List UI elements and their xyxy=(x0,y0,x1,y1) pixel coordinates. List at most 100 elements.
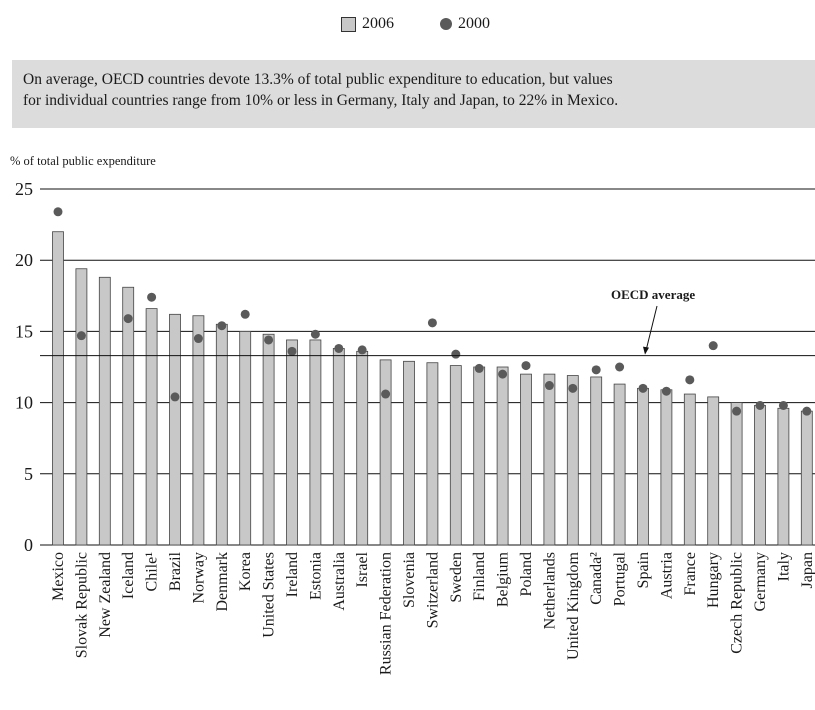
dot-brazil xyxy=(170,392,180,402)
x-label-denmark: Denmark xyxy=(214,552,231,612)
bar-hungary xyxy=(707,396,720,546)
bar-belgium xyxy=(496,366,509,546)
dot-netherlands xyxy=(544,381,554,391)
bar-finland xyxy=(473,366,486,546)
dot-sweden xyxy=(451,349,461,359)
dot-italy xyxy=(778,400,788,410)
bar-netherlands xyxy=(543,373,556,546)
bar-slovenia xyxy=(403,360,415,546)
dot-norway xyxy=(193,334,203,344)
x-label-portugal: Portugal xyxy=(612,551,629,606)
dot-united-states xyxy=(264,335,274,345)
x-label-spain: Spain xyxy=(635,552,652,588)
x-label-poland: Poland xyxy=(518,552,535,596)
bar-canada xyxy=(590,376,603,546)
x-label-germany: Germany xyxy=(752,552,769,612)
x-label-slovak-republic: Slovak Republic xyxy=(73,552,90,658)
dot-russian-federation xyxy=(381,389,391,399)
dot-iceland xyxy=(123,314,133,324)
dot-portugal xyxy=(615,362,625,372)
dot-korea xyxy=(240,309,250,319)
x-label-norway: Norway xyxy=(190,552,207,604)
bar-spain xyxy=(637,387,649,546)
bar-italy xyxy=(777,407,790,546)
dots-2000 xyxy=(53,207,812,416)
dot-finland xyxy=(474,363,484,373)
legend-label-2006: 2006 xyxy=(362,15,394,32)
dot-germany xyxy=(755,400,765,410)
x-label-brazil: Brazil xyxy=(167,551,184,591)
x-label-new-zealand: New Zealand xyxy=(97,552,114,638)
oecd-average-pointer xyxy=(645,305,658,351)
x-label-slovenia: Slovenia xyxy=(401,552,418,608)
bar-poland xyxy=(520,373,532,546)
summary-note-line-1: On average, OECD countries devote 13.3% … xyxy=(23,71,613,88)
dot-switzerland xyxy=(427,318,437,328)
x-label-mexico: Mexico xyxy=(50,552,67,601)
bar-brazil xyxy=(169,313,181,546)
dot-belgium xyxy=(498,369,508,379)
x-label-chile: Chile¹ xyxy=(144,552,161,592)
y-axis-label: % of total public expenditure xyxy=(10,154,156,168)
y-tick-5: 5 xyxy=(24,464,33,484)
oecd-average-arrowhead xyxy=(643,346,649,355)
x-label-israel: Israel xyxy=(354,551,371,587)
bar-austria xyxy=(660,389,673,546)
bar-denmark xyxy=(215,323,228,546)
bar-chile xyxy=(145,308,158,546)
dot-israel xyxy=(357,345,367,355)
x-label-estonia: Estonia xyxy=(307,552,324,600)
dot-mexico xyxy=(53,207,63,217)
bar-iceland xyxy=(122,286,135,546)
oecd-average-label: OECD average xyxy=(611,287,695,302)
x-label-belgium: Belgium xyxy=(495,551,512,607)
x-label-ireland: Ireland xyxy=(284,552,301,597)
dot-japan xyxy=(802,406,812,416)
bar-portugal xyxy=(613,383,626,546)
x-label-italy: Italy xyxy=(775,552,792,581)
y-tick-10: 10 xyxy=(15,393,33,413)
x-label-netherlands: Netherlands xyxy=(541,552,558,629)
x-label-united-states: United States xyxy=(261,552,278,638)
y-tick-15: 15 xyxy=(15,321,33,341)
bar-ireland xyxy=(286,339,298,546)
legend-item-2006: 2006 xyxy=(341,15,394,33)
x-label-france: France xyxy=(682,552,699,596)
x-label-switzerland: Switzerland xyxy=(424,552,441,628)
dot-ireland xyxy=(287,346,297,356)
dot-france xyxy=(685,375,695,385)
dot-slovak-republic xyxy=(76,331,86,341)
bar-russian-federation xyxy=(379,359,392,546)
y-tick-0: 0 xyxy=(24,535,33,555)
bar-united-kingdom xyxy=(566,375,579,546)
summary-note: On average, OECD countries devote 13.3% … xyxy=(12,60,815,128)
bar-israel xyxy=(356,350,369,546)
bar-new-zealand xyxy=(98,276,111,546)
dot-australia xyxy=(334,343,344,353)
dot-united-kingdom xyxy=(568,383,578,393)
legend: 2006 2000 xyxy=(0,12,815,36)
dot-canada xyxy=(591,365,601,375)
bar-estonia xyxy=(309,339,322,546)
x-label-czech-republic: Czech Republic xyxy=(729,552,746,654)
dot-czech-republic xyxy=(732,406,742,416)
x-label-canada: Canada² xyxy=(588,552,605,605)
x-label-korea: Korea xyxy=(237,552,254,591)
x-label-austria: Austria xyxy=(658,552,675,599)
x-label-united-kingdom: United Kingdom xyxy=(565,551,582,660)
bar-korea xyxy=(239,330,252,546)
bar-united-states xyxy=(262,333,275,546)
y-tick-labels: 0 5 10 15 20 25 xyxy=(15,179,33,555)
y-tick-25: 25 xyxy=(15,179,33,199)
dot-hungary xyxy=(708,341,718,351)
dot-denmark xyxy=(217,321,227,331)
bar-australia xyxy=(332,348,345,546)
bar-slovak-republic xyxy=(75,268,88,546)
dot-estonia xyxy=(310,329,320,339)
x-label-russian-federation: Russian Federation xyxy=(378,552,395,675)
x-label-japan: Japan xyxy=(799,552,815,588)
dot-spain xyxy=(638,383,648,393)
dot-poland xyxy=(521,361,531,371)
bar-japan xyxy=(800,410,813,546)
